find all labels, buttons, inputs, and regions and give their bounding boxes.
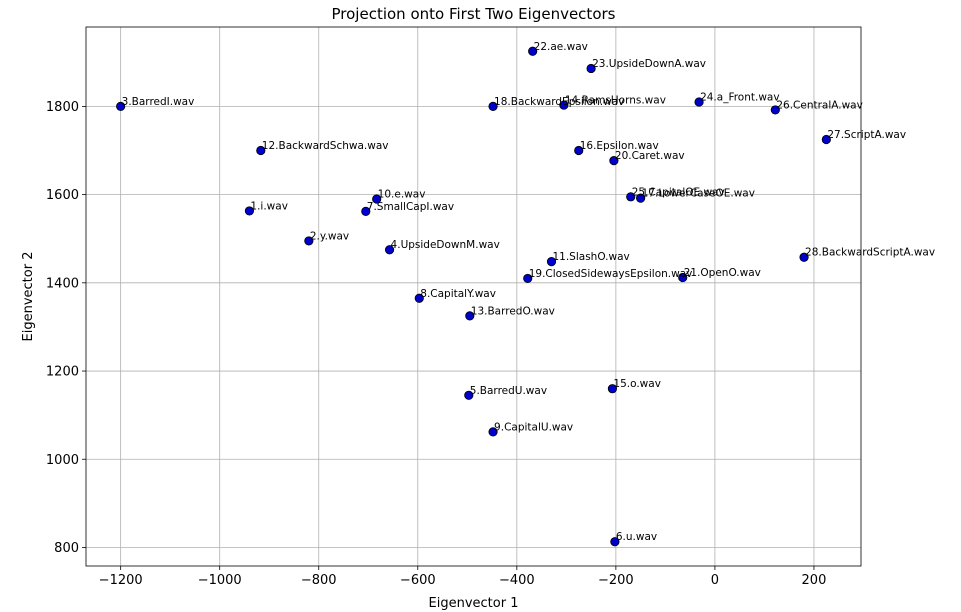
data-point [464,390,474,400]
y-tick-label: 800 [54,541,79,556]
x-tick-label: −1200 [99,573,143,588]
data-point-label: 13.BarredO.wav [471,305,555,317]
x-axis-label: Eigenvector 1 [429,596,519,611]
x-tick-label: −200 [598,573,634,588]
x-tick-label: −1000 [198,573,242,588]
data-point-label: 2.y.wav [310,230,349,242]
data-point [636,193,646,203]
data-point [414,293,424,303]
data-point [609,156,619,166]
y-tick-label: 1000 [46,453,79,468]
data-point-label: 18.BackwardEpsilon.wav [494,96,624,108]
data-point-label: 6.u.wav [616,531,657,543]
data-point-label: 19.ClosedSidewaysEpsilon.wav [529,268,693,280]
data-point [574,145,584,156]
data-point-label: 15.o.wav [613,378,661,390]
data-point [244,206,255,216]
data-point-label: 12.BackwardSchwa.wav [262,140,389,152]
data-points [116,46,831,547]
point-labels: 1.i.wav 2.y.wav 3.BarredI.wav 4.UpsideDownM… [122,41,935,543]
data-point [256,145,266,156]
data-point-label: 7.SmallCapI.wav [367,201,454,213]
data-point [465,311,475,321]
data-point [586,63,596,74]
grid-lines [86,27,861,566]
data-point-label: 11.SlashO.wav [552,251,629,263]
data-point [528,46,538,56]
data-point [770,105,780,115]
x-tick-label: 0 [711,573,719,588]
x-tick-label: −400 [499,573,535,588]
data-point-label: 9.CapitalU.wav [494,421,573,433]
data-point [610,537,620,547]
data-point [488,101,498,111]
data-point-label: 1.i.wav [250,200,288,212]
data-point-label: 21.OpenO.wav [684,267,761,279]
data-point [116,101,126,111]
data-point-label: 10.e.wav [378,189,426,201]
y-tick-label: 1200 [46,365,79,380]
data-point-label: 8.CapitalY.wav [420,288,496,300]
chart-title: Projection onto First Two Eigenvectors [332,5,616,23]
data-point-label: 4.UpsideDownM.wav [391,239,500,251]
x-tick-label: −600 [400,573,436,588]
data-point-label: 5.BarredU.wav [470,385,547,397]
data-point [361,206,371,216]
data-point-label: 27.ScriptA.wav [827,129,906,141]
data-point-label: 25.CapitalOE.wav [632,186,725,198]
plot-frame [85,26,862,567]
data-point [559,100,569,110]
data-point-label: 22.ae.wav [534,41,588,53]
data-point-label: 20.Caret.wav [615,150,685,162]
data-point [607,384,618,394]
x-tick-label: 200 [802,573,827,588]
data-point-label: 23.UpsideDownA.wav [592,58,706,70]
data-point-label: 3.BarredI.wav [122,96,195,108]
data-point [488,427,498,437]
y-tick-label: 1600 [46,188,79,203]
data-point [799,252,809,262]
data-point [694,97,704,107]
y-tick-label: 1400 [46,276,79,291]
data-point-label: 14.RamsHorns.wav [565,95,666,107]
data-point-label: 28.BackwardScriptA.wav [805,247,935,259]
y-axis-label: Eigenvector 2 [21,252,36,342]
data-point [546,257,557,267]
data-point [626,192,636,202]
data-point-label: 16.Epsilon.wav [580,140,659,152]
data-point [821,134,831,145]
data-point [678,272,688,283]
data-point [384,245,395,255]
data-point-label: 17.LowerCaseOE.wav [642,188,755,200]
data-point [523,273,533,284]
x-tick-label: −800 [301,573,337,588]
y-tick-label: 1800 [46,100,79,115]
data-point [304,236,314,246]
data-point [372,194,382,204]
data-point-label: 26.CentralA.wav [776,99,863,111]
axis-ticks: −1200 −1000 −800 −600 −400 −200 0 200 800 1000 120… [46,100,826,588]
data-point-label: 24.a_Front.wav [700,91,780,103]
